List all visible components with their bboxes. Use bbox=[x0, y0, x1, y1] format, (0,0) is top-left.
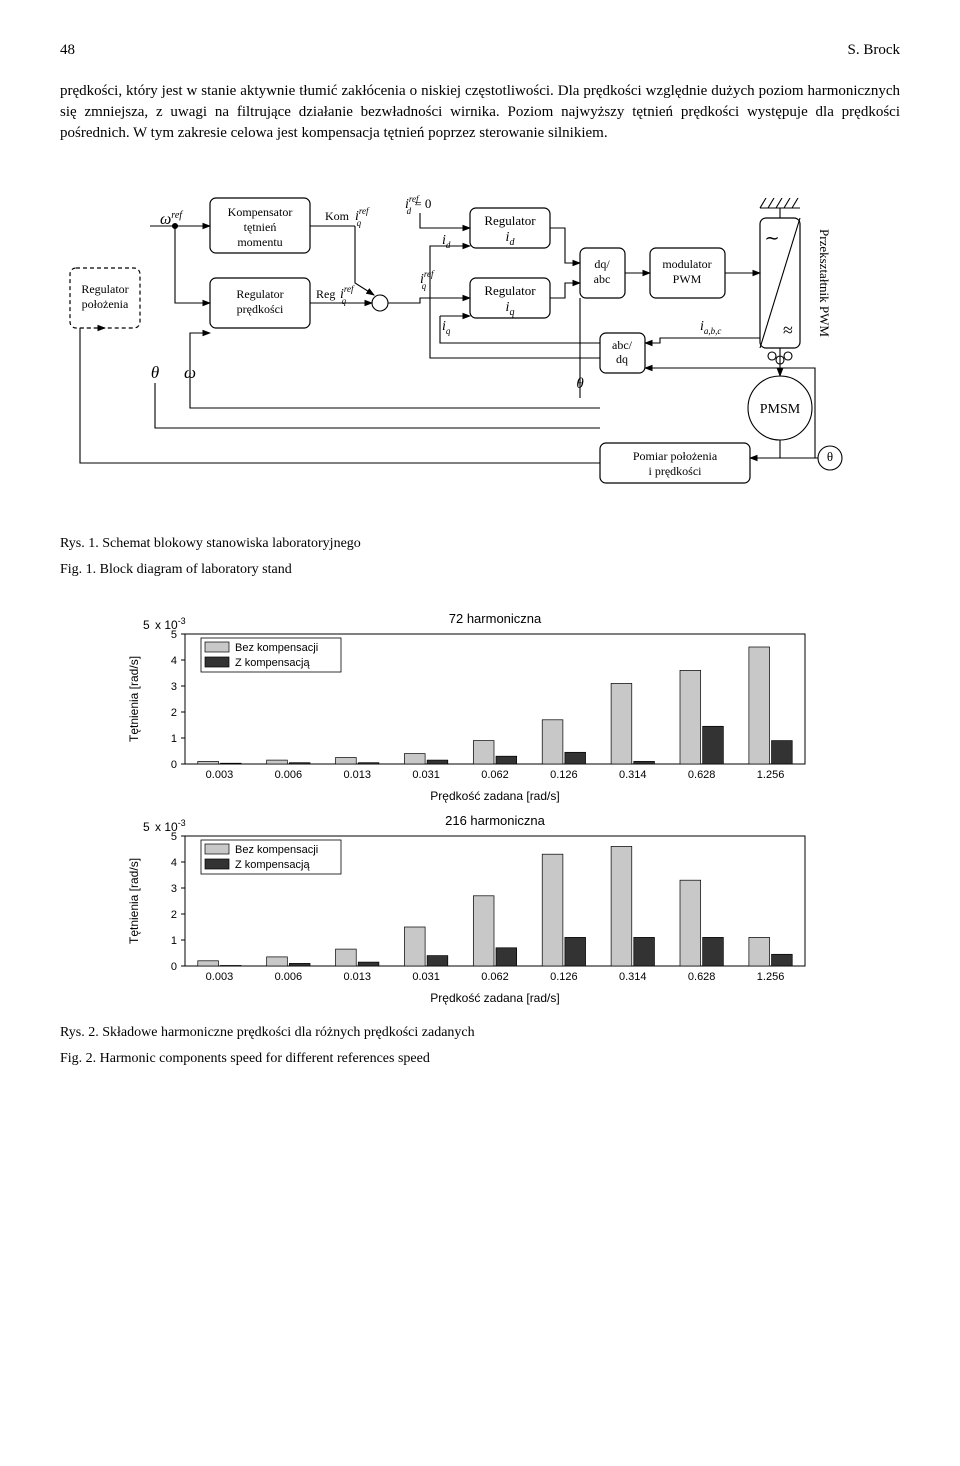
svg-text:216 harmoniczna: 216 harmoniczna bbox=[445, 813, 545, 828]
svg-text:5: 5 bbox=[143, 618, 150, 632]
svg-text:dq: dq bbox=[616, 352, 628, 366]
svg-text:prędkości: prędkości bbox=[237, 302, 284, 316]
svg-text:0.031: 0.031 bbox=[412, 769, 440, 781]
svg-text:Tętnienia [rad/s]: Tętnienia [rad/s] bbox=[127, 656, 141, 742]
svg-text:4: 4 bbox=[171, 655, 177, 667]
svg-text:0.003: 0.003 bbox=[206, 769, 234, 781]
svg-text:PMSM: PMSM bbox=[760, 402, 801, 417]
svg-text:0.314: 0.314 bbox=[619, 971, 647, 983]
svg-text:id: id bbox=[442, 233, 451, 250]
svg-text:0.314: 0.314 bbox=[619, 769, 647, 781]
svg-text:0.013: 0.013 bbox=[343, 971, 371, 983]
svg-text:modulator: modulator bbox=[662, 257, 711, 271]
svg-text:0.062: 0.062 bbox=[481, 971, 509, 983]
page-header: 48 S. Brock bbox=[60, 40, 900, 61]
svg-text:PWM: PWM bbox=[673, 272, 702, 286]
svg-text:Bez kompensacji: Bez kompensacji bbox=[235, 642, 318, 654]
svg-text:≈: ≈ bbox=[783, 320, 793, 340]
paragraph: prędkości, który jest w stanie aktywnie … bbox=[60, 81, 900, 144]
bar-charts: 72 harmonicznax 10-3012345Tętnienia [rad… bbox=[120, 609, 900, 1013]
svg-text:Regulator: Regulator bbox=[236, 287, 283, 301]
svg-text:0.031: 0.031 bbox=[412, 971, 440, 983]
svg-text:dq/: dq/ bbox=[594, 257, 610, 271]
svg-text:id: id bbox=[506, 230, 516, 248]
svg-text:Reg: Reg bbox=[316, 287, 335, 301]
chart-72: 72 harmonicznax 10-3012345Tętnienia [rad… bbox=[120, 609, 820, 804]
svg-text:Kompensator: Kompensator bbox=[228, 205, 293, 219]
svg-text:Regulator: Regulator bbox=[484, 283, 536, 298]
svg-text:5: 5 bbox=[171, 629, 177, 641]
svg-text:iq: iq bbox=[506, 300, 515, 318]
svg-text:Kom: Kom bbox=[325, 209, 350, 223]
svg-text:1: 1 bbox=[171, 733, 177, 745]
chart-216: 216 harmonicznax 10-3012345Tętnienia [ra… bbox=[120, 811, 820, 1006]
svg-text:0.006: 0.006 bbox=[275, 769, 303, 781]
svg-text:ia,b,c: ia,b,c bbox=[700, 319, 721, 336]
svg-text:Regulator: Regulator bbox=[81, 282, 128, 296]
svg-text:2: 2 bbox=[171, 707, 177, 719]
svg-text:2: 2 bbox=[171, 909, 177, 921]
svg-text:ωref: ωref bbox=[160, 210, 183, 228]
svg-text:0: 0 bbox=[171, 961, 177, 973]
svg-text:irefq: irefq bbox=[355, 206, 370, 228]
svg-text:θ: θ bbox=[827, 449, 833, 464]
svg-text:θ: θ bbox=[151, 363, 159, 382]
svg-text:momentu: momentu bbox=[237, 235, 282, 249]
svg-text:1: 1 bbox=[171, 935, 177, 947]
svg-text:1.256: 1.256 bbox=[757, 971, 785, 983]
fig1-caption-en: Fig. 1. Block diagram of laboratory stan… bbox=[60, 560, 900, 580]
svg-text:0.003: 0.003 bbox=[206, 971, 234, 983]
svg-text:irefq: irefq bbox=[420, 269, 435, 291]
svg-text:Pomiar położenia: Pomiar położenia bbox=[633, 449, 718, 463]
svg-text:Tętnienia [rad/s]: Tętnienia [rad/s] bbox=[127, 858, 141, 944]
svg-text:Prędkość zadana [rad/s]: Prędkość zadana [rad/s] bbox=[430, 991, 559, 1005]
svg-text:0.628: 0.628 bbox=[688, 971, 716, 983]
svg-text:4: 4 bbox=[171, 857, 177, 869]
svg-text:0.062: 0.062 bbox=[481, 769, 509, 781]
svg-text:Prędkość zadana [rad/s]: Prędkość zadana [rad/s] bbox=[430, 789, 559, 803]
svg-text:irefd = 0: irefd = 0 bbox=[405, 194, 431, 216]
svg-text:0.628: 0.628 bbox=[688, 769, 716, 781]
svg-text:tętnień: tętnień bbox=[244, 220, 277, 234]
svg-text:5: 5 bbox=[143, 820, 150, 834]
block-diagram-figure: RegulatorpołożeniaKompensatortętnieńmome… bbox=[60, 168, 900, 579]
svg-text:0.126: 0.126 bbox=[550, 769, 578, 781]
svg-text:Z kompensacją: Z kompensacją bbox=[235, 657, 310, 669]
svg-text:0.013: 0.013 bbox=[343, 769, 371, 781]
svg-text:Przekształtnik PWM: Przekształtnik PWM bbox=[817, 229, 832, 337]
author-name: S. Brock bbox=[848, 40, 901, 61]
svg-text:72 harmoniczna: 72 harmoniczna bbox=[449, 611, 542, 626]
svg-text:0.006: 0.006 bbox=[275, 971, 303, 983]
svg-text:5: 5 bbox=[171, 831, 177, 843]
fig1-caption-pl: Rys. 1. Schemat blokowy stanowiska labor… bbox=[60, 534, 900, 554]
svg-text:Bez kompensacji: Bez kompensacji bbox=[235, 844, 318, 856]
svg-text:abc: abc bbox=[594, 272, 611, 286]
block-diagram-svg: RegulatorpołożeniaKompensatortętnieńmome… bbox=[60, 168, 900, 528]
svg-text:Z kompensacją: Z kompensacją bbox=[235, 859, 310, 871]
svg-text:∼: ∼ bbox=[764, 228, 779, 248]
svg-text:położenia: położenia bbox=[82, 297, 129, 311]
fig2-caption-en: Fig. 2. Harmonic components speed for di… bbox=[60, 1049, 900, 1069]
fig2-caption-pl: Rys. 2. Składowe harmoniczne prędkości d… bbox=[60, 1023, 900, 1043]
svg-text:0: 0 bbox=[171, 759, 177, 771]
svg-text:Regulator: Regulator bbox=[484, 213, 536, 228]
svg-text:i prędkości: i prędkości bbox=[649, 464, 703, 478]
svg-text:3: 3 bbox=[171, 883, 177, 895]
svg-text:1.256: 1.256 bbox=[757, 769, 785, 781]
svg-text:0.126: 0.126 bbox=[550, 971, 578, 983]
svg-text:abc/: abc/ bbox=[612, 338, 633, 352]
svg-text:iq: iq bbox=[442, 319, 451, 336]
page-number: 48 bbox=[60, 40, 75, 61]
svg-text:3: 3 bbox=[171, 681, 177, 693]
